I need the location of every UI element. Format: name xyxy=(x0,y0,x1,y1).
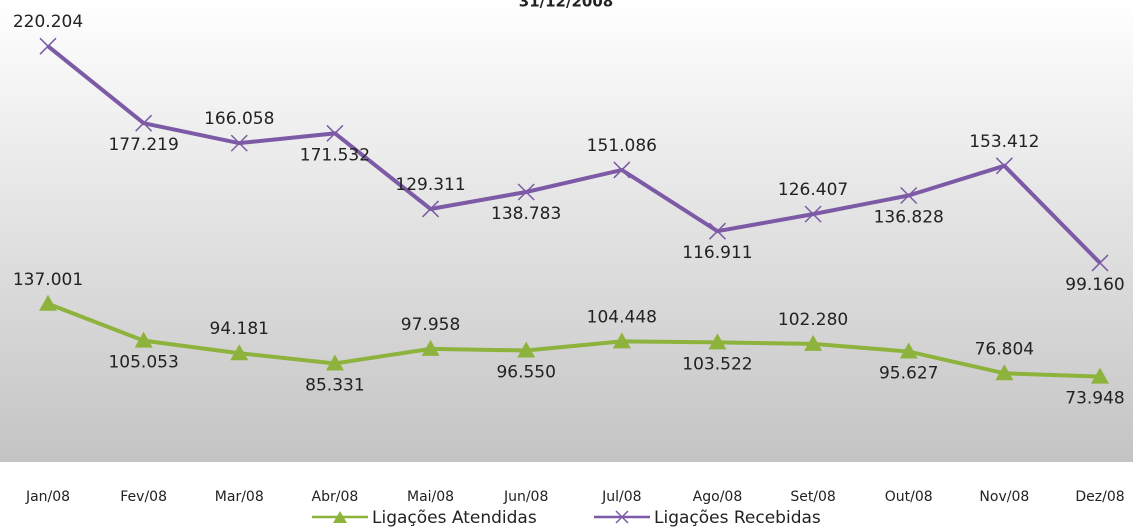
marker xyxy=(708,222,726,240)
data-label: 99.160 xyxy=(1065,275,1124,295)
line xyxy=(46,44,1102,265)
x-tick-label: Mai/08 xyxy=(407,489,454,505)
marker xyxy=(995,157,1013,175)
data-label: 94.181 xyxy=(210,319,269,339)
data-label: 95.627 xyxy=(879,364,938,384)
data-label: 96.550 xyxy=(496,362,555,382)
data-label: 103.522 xyxy=(682,354,752,374)
marker xyxy=(134,331,153,348)
x-tick-label: Fev/08 xyxy=(120,489,167,505)
data-label: 116.911 xyxy=(682,243,752,263)
x-tick-label: Set/08 xyxy=(790,489,836,505)
marker xyxy=(326,124,344,142)
x-tick-label: Jan/08 xyxy=(25,489,70,505)
data-label: 151.086 xyxy=(587,136,657,156)
marker xyxy=(804,334,823,351)
marker xyxy=(708,333,727,350)
legend-marker xyxy=(615,510,629,524)
data-label: 138.783 xyxy=(491,204,561,224)
marker xyxy=(900,186,918,205)
line xyxy=(47,301,1101,379)
data-label: 97.958 xyxy=(401,315,460,335)
x-tick-label: Jun/08 xyxy=(503,489,548,505)
data-label: 105.053 xyxy=(108,353,178,373)
x-tick-label: Mar/08 xyxy=(215,489,264,505)
chart-title: 31/12/2008 xyxy=(519,0,613,11)
x-tick-label: Jul/08 xyxy=(601,489,641,505)
x-tick-label: Ago/08 xyxy=(693,489,743,505)
marker xyxy=(612,332,631,349)
data-label: 104.448 xyxy=(587,307,657,327)
marker xyxy=(517,183,535,201)
legend-marker xyxy=(333,511,347,523)
marker xyxy=(804,205,822,223)
legend-label: Ligações Recebidas xyxy=(654,508,821,528)
data-label: 129.311 xyxy=(395,175,465,195)
x-tick-label: Dez/08 xyxy=(1075,489,1124,505)
marker xyxy=(325,354,344,371)
marker xyxy=(230,344,249,361)
marker xyxy=(1091,254,1109,272)
x-tick-label: Abr/08 xyxy=(312,489,359,505)
data-label: 166.058 xyxy=(204,109,274,129)
marker xyxy=(1091,367,1109,384)
marker xyxy=(899,342,918,359)
x-tick-label: Out/08 xyxy=(885,489,933,505)
x-tick-label: Nov/08 xyxy=(979,489,1029,505)
plot-area xyxy=(0,0,1133,462)
data-label: 76.804 xyxy=(975,339,1034,359)
data-label: 220.204 xyxy=(13,12,83,32)
data-label: 177.219 xyxy=(108,135,178,155)
data-label: 126.407 xyxy=(778,180,848,200)
data-label: 153.412 xyxy=(969,132,1039,152)
data-label: 73.948 xyxy=(1065,389,1124,409)
data-label: 136.828 xyxy=(874,207,944,227)
data-label: 102.280 xyxy=(778,310,848,330)
marker xyxy=(613,161,631,179)
marker xyxy=(421,339,440,356)
marker xyxy=(995,364,1014,381)
marker xyxy=(422,200,440,218)
data-label: 85.331 xyxy=(305,375,364,395)
data-label: 171.532 xyxy=(300,145,370,165)
marker xyxy=(39,37,57,55)
marker xyxy=(230,134,248,152)
marker xyxy=(135,114,153,132)
legend-label: Ligações Atendidas xyxy=(372,508,537,528)
data-label: 137.001 xyxy=(13,270,83,290)
marker xyxy=(517,341,536,358)
marker xyxy=(39,294,57,311)
